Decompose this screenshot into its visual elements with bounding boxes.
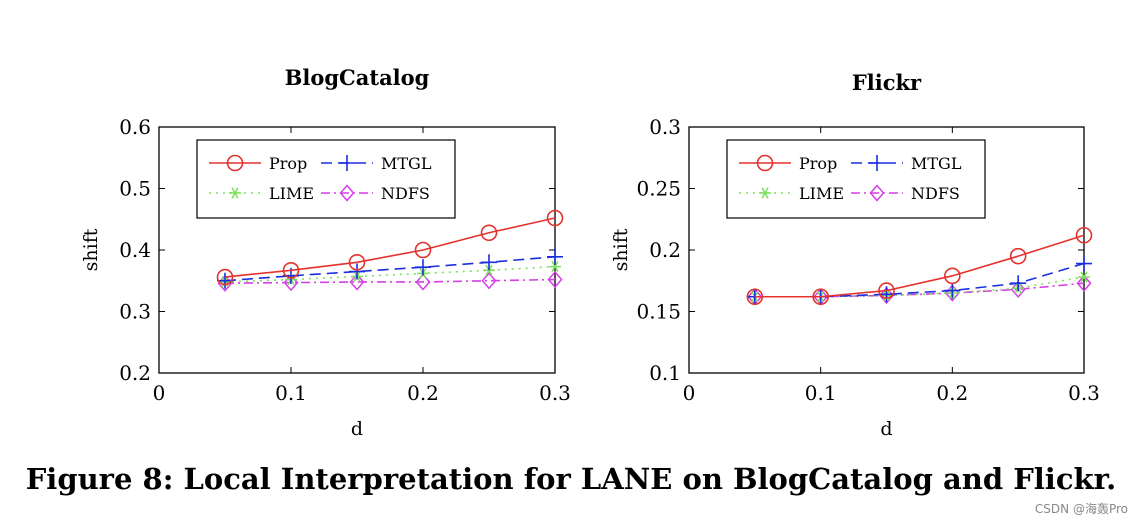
y-tick-label: 0.4	[119, 238, 151, 262]
x-tick-label: 0	[683, 381, 696, 405]
x-axis-label: d	[880, 418, 892, 440]
series-ndfs	[217, 270, 563, 292]
legend-label: MTGL	[911, 154, 962, 173]
data-point-prop	[216, 268, 234, 286]
legend-marker	[869, 184, 885, 202]
legend-entry-ndfs: NDFS	[321, 184, 430, 203]
legend-entry-ndfs: NDFS	[851, 184, 960, 203]
series-line-ndfs	[224, 278, 556, 285]
y-tick-label: 0.25	[636, 177, 681, 201]
data-point-ndfs	[547, 270, 563, 289]
chart-title: Flickr	[852, 70, 922, 95]
series-line-prop	[754, 234, 1085, 298]
data-point-prop	[546, 209, 564, 227]
y-tick-label: 0.6	[119, 115, 151, 139]
y-axis-label: shift	[610, 228, 632, 271]
data-point-mtgl	[547, 248, 563, 265]
x-tick-label: 0.3	[539, 381, 571, 405]
data-point-mtgl	[415, 259, 431, 276]
data-point-mtgl	[1076, 255, 1092, 272]
series-prop	[216, 209, 564, 286]
x-tick-label: 0.2	[407, 381, 439, 405]
y-tick-label: 0.3	[649, 115, 681, 139]
legend-label: NDFS	[911, 184, 960, 203]
data-point-mtgl	[349, 263, 365, 280]
y-tick-label: 0.3	[119, 300, 151, 324]
watermark: CSDN @海轰Pro	[1034, 502, 1128, 516]
data-point-prop	[348, 253, 366, 271]
legend-entry-prop: Prop	[209, 154, 307, 173]
legend-box	[726, 139, 986, 219]
legend-marker	[759, 187, 771, 199]
data-point-lime	[1078, 271, 1090, 283]
series-line-ndfs	[754, 282, 1085, 298]
figure-caption: Figure 8: Local Interpretation for LANE …	[25, 462, 1117, 496]
data-point-ndfs	[415, 273, 431, 291]
data-point-prop	[1075, 226, 1093, 244]
data-point-prop	[1009, 247, 1027, 265]
data-point-prop	[878, 282, 895, 299]
legend-marker	[869, 155, 885, 171]
legend-entry-mtgl: MTGL	[851, 154, 962, 173]
x-tick-label: 0	[153, 381, 166, 405]
data-point-ndfs	[1010, 280, 1026, 299]
legend-marker	[756, 154, 774, 172]
data-point-prop	[414, 241, 432, 259]
legend: Prop MTGL LIME NDFS	[196, 139, 456, 219]
x-tick-label: 0.3	[1068, 381, 1100, 405]
series-line-mtgl	[754, 262, 1085, 298]
data-point-mtgl	[481, 254, 497, 271]
legend-marker	[226, 154, 244, 172]
legend-marker	[229, 187, 241, 199]
y-axis-label: shift	[80, 228, 102, 271]
legend-label: MTGL	[381, 154, 432, 173]
legend-label: NDFS	[381, 184, 430, 203]
legend-label: Prop	[799, 154, 837, 173]
data-point-prop	[746, 288, 764, 306]
data-point-ndfs	[481, 272, 497, 290]
legend-label: LIME	[269, 184, 314, 203]
series-line-prop	[224, 217, 556, 278]
legend-entry-mtgl: MTGL	[321, 154, 432, 173]
series-prop	[746, 226, 1093, 306]
x-axis-label: d	[351, 418, 363, 440]
legend-marker	[339, 155, 355, 171]
data-point-prop	[944, 267, 961, 285]
data-point-prop	[480, 224, 498, 242]
y-tick-label: 0.1	[649, 361, 681, 385]
legend-entry-prop: Prop	[739, 154, 837, 173]
legend-box	[196, 139, 456, 219]
y-tick-label: 0.2	[119, 361, 151, 385]
legend-entry-lime: LIME	[739, 184, 844, 203]
data-point-ndfs	[1076, 274, 1092, 292]
data-point-prop	[282, 261, 300, 279]
y-tick-label: 0.2	[649, 238, 681, 262]
x-tick-label: 0.2	[936, 381, 968, 405]
legend-entry-lime: LIME	[209, 184, 314, 203]
data-point-prop	[812, 288, 829, 306]
data-point-mtgl	[217, 272, 233, 289]
chart-title: BlogCatalog	[285, 65, 430, 90]
data-point-ndfs	[349, 273, 365, 291]
y-tick-label: 0.15	[636, 300, 681, 324]
x-tick-label: 0.1	[275, 381, 307, 405]
y-tick-label: 0.5	[119, 177, 151, 201]
series-line-mtgl	[224, 255, 556, 282]
x-tick-label: 0.1	[805, 381, 837, 405]
chart-blogcatalog: BlogCatalog 0.2 0.3 0.4 0.5 0.6 0 0.1 0.2 0.3 d shi…	[80, 65, 571, 440]
data-point-mtgl	[1010, 275, 1027, 292]
legend: Prop MTGL LIME NDFS	[726, 139, 986, 219]
data-point-ndfs	[879, 286, 894, 305]
series-line-lime	[754, 276, 1085, 298]
legend-label: LIME	[799, 184, 844, 203]
legend-label: Prop	[269, 154, 307, 173]
data-point-lime	[549, 261, 561, 273]
series-ndfs	[747, 274, 1092, 306]
data-point-mtgl	[878, 286, 895, 303]
data-point-mtgl	[944, 282, 961, 299]
legend-marker	[339, 184, 355, 202]
